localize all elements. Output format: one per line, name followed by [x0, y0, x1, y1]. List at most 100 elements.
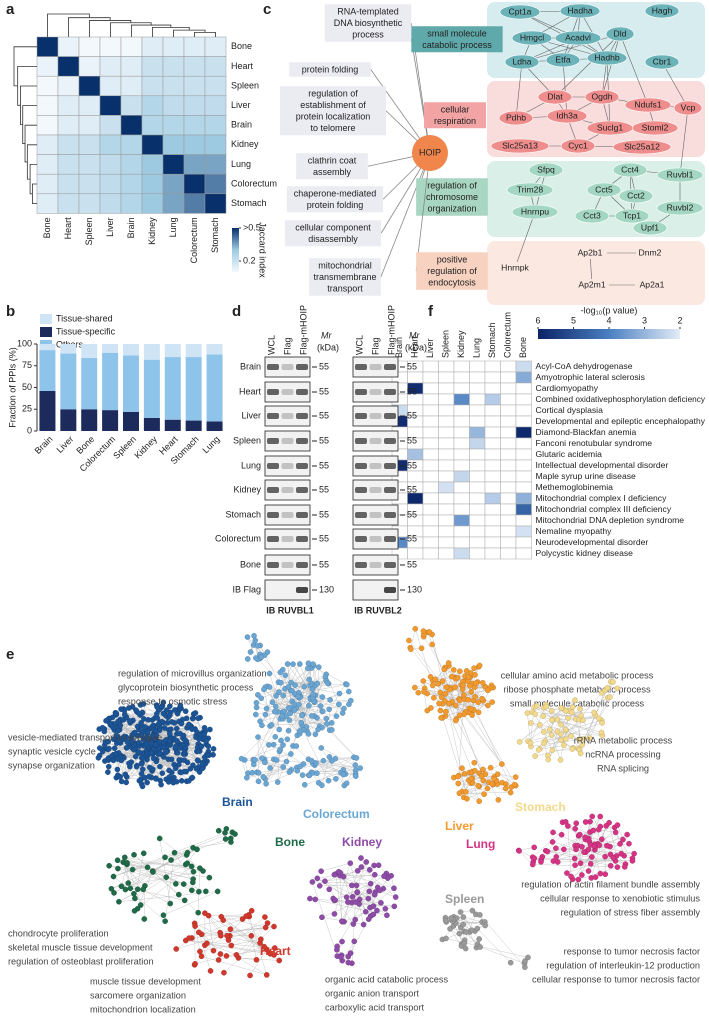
- network-node: [194, 757, 201, 764]
- heatmap-cell: [469, 360, 486, 373]
- network-node: [290, 661, 296, 667]
- row-label: Mitochondrial complex III deficiency: [536, 504, 672, 514]
- network-node: [468, 775, 475, 782]
- term-box: [416, 178, 488, 216]
- term-box: [411, 26, 503, 53]
- heatmap-cell: [183, 95, 206, 116]
- edge: [380, 152, 431, 278]
- network-node: [546, 726, 553, 733]
- heatmap-cell: [120, 154, 143, 175]
- heatmap-cell: [515, 404, 532, 417]
- network-node: [279, 713, 285, 719]
- network-node: [267, 765, 273, 771]
- network-node: [577, 705, 583, 712]
- gene-node: [612, 162, 648, 178]
- term-label: process: [352, 29, 384, 39]
- network-node: [222, 836, 229, 842]
- bar-segment: [81, 344, 98, 358]
- blot-band: [384, 562, 396, 568]
- row-label: Spleen: [233, 435, 261, 445]
- heatmap-cell: [484, 382, 501, 395]
- network-node: [176, 891, 182, 898]
- network-node: [184, 849, 191, 856]
- network-node: [160, 699, 167, 706]
- gene-node: [560, 138, 596, 154]
- gene-label: Cct3: [583, 210, 601, 220]
- network-node: [370, 911, 377, 918]
- network-edge: [344, 911, 366, 922]
- network-node: [306, 702, 312, 709]
- network-node: [153, 776, 159, 782]
- network-node: [173, 778, 180, 785]
- network-node: [121, 711, 128, 718]
- network-node: [460, 914, 467, 920]
- network-edge: [359, 903, 395, 907]
- blot-band: [296, 413, 308, 419]
- network-node: [543, 703, 550, 710]
- network-node: [367, 880, 374, 887]
- network-edge: [338, 871, 395, 889]
- network-edge: [445, 938, 529, 958]
- colorbar-tick-label: 3: [642, 315, 647, 325]
- network-edge: [247, 636, 257, 659]
- network-node: [604, 685, 611, 691]
- heatmap-cell: [120, 193, 143, 214]
- network-edge: [530, 738, 585, 747]
- mw-label: 130: [319, 584, 334, 594]
- network-node: [266, 670, 273, 677]
- network-edge: [194, 923, 221, 955]
- network-edge: [266, 770, 298, 785]
- network-edge: [427, 632, 488, 789]
- network-node: [255, 778, 262, 785]
- mw-label: 55: [407, 410, 417, 420]
- term-label: transport: [327, 283, 363, 293]
- mr-label: Mr: [321, 330, 332, 340]
- network-node: [438, 715, 444, 721]
- network-edge: [335, 874, 343, 922]
- blot-band: [369, 438, 382, 444]
- gene-label: Cct5: [595, 184, 613, 194]
- heatmap-cell: [469, 404, 486, 417]
- blot-band: [369, 536, 382, 542]
- cluster-annotation: rRNA metabolic process: [574, 735, 673, 745]
- cluster-annotation: cellular response to xenobiotic stimulus: [540, 893, 700, 903]
- row-label: Acyl-CoA dehydrogenase: [536, 361, 633, 371]
- edge: [415, 152, 431, 272]
- network-node: [420, 628, 427, 634]
- bar-segment: [206, 344, 223, 355]
- network-node: [558, 737, 565, 743]
- network-node: [224, 932, 230, 939]
- network-node: [180, 732, 187, 739]
- network-node: [164, 720, 171, 726]
- heatmap-cell: [469, 426, 486, 439]
- heatmap-cell: [453, 481, 470, 494]
- heatmap-cell: [78, 36, 101, 57]
- network-edge: [193, 841, 231, 848]
- heatmap-cell: [57, 75, 80, 97]
- blot-box: [264, 455, 311, 477]
- blot-band: [369, 512, 382, 518]
- network-node: [554, 859, 561, 865]
- network-edge: [334, 900, 395, 907]
- network-node: [477, 912, 483, 918]
- network-edge: [530, 722, 567, 731]
- network-node: [140, 850, 147, 857]
- network-node: [114, 857, 121, 864]
- network-node: [126, 705, 132, 711]
- network-node: [217, 951, 224, 957]
- mr-label: (kDa): [317, 342, 339, 352]
- dendrogram: [173, 29, 206, 37]
- network-node: [156, 727, 163, 734]
- network-node: [243, 774, 250, 781]
- row-label: Brain: [231, 120, 252, 130]
- network-node: [595, 826, 602, 833]
- network-node: [192, 961, 198, 967]
- blot-box: [352, 430, 399, 452]
- network-edge: [194, 926, 201, 952]
- network-edge: [246, 916, 261, 944]
- gene-node: [586, 182, 622, 198]
- network-node: [437, 689, 444, 696]
- network-node: [268, 722, 275, 728]
- network-edge: [324, 865, 375, 882]
- network-edge: [292, 664, 323, 712]
